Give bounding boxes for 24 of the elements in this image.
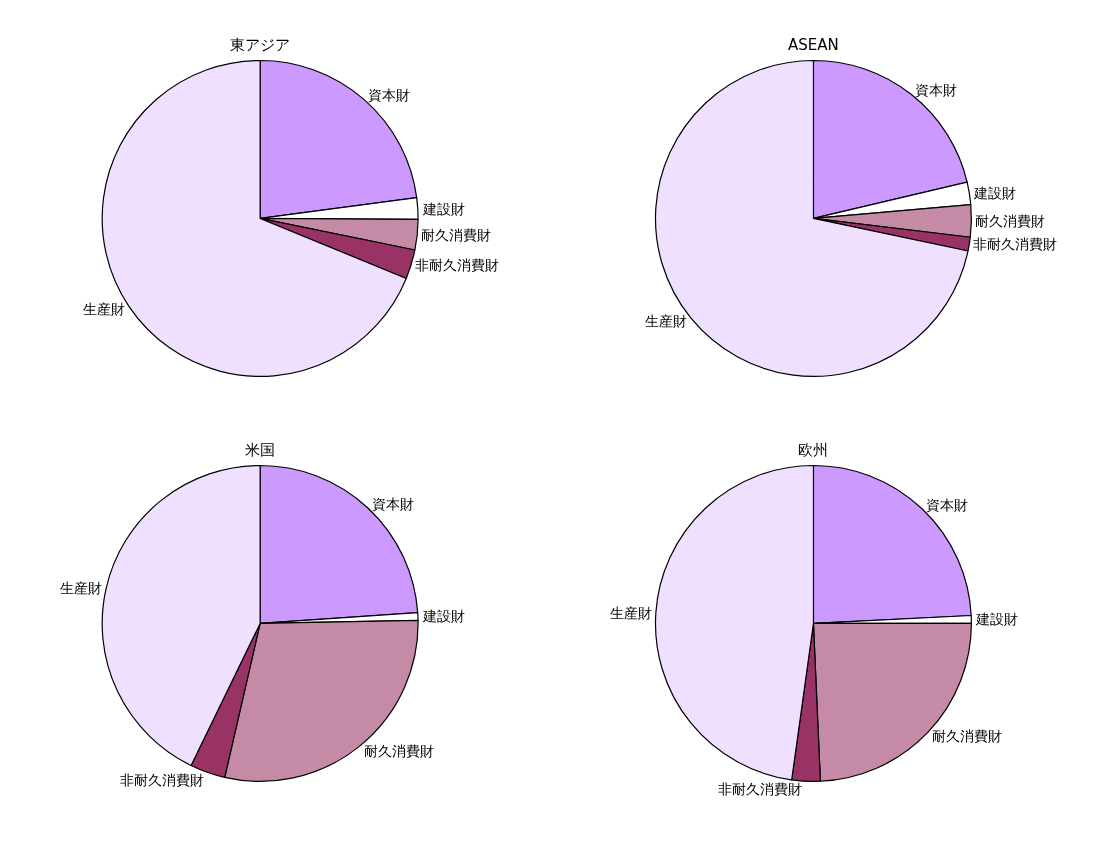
slice-label: 耐久消費財 [421, 226, 492, 243]
slice-label: 生産財 [644, 313, 687, 330]
chart-title: ASEAN [788, 36, 839, 54]
slice-label: 生産財 [82, 300, 125, 317]
slice-label: 生産財 [609, 604, 652, 621]
slice-label: 建設財 [975, 611, 1019, 628]
slice-label: 資本財 [368, 87, 411, 104]
slice-label: 建設財 [421, 200, 465, 217]
chart-title: 欧州 [798, 441, 828, 459]
slice-label: 耐久消費財 [363, 742, 434, 759]
slice-label: 非耐久消費財 [718, 781, 802, 798]
slice-label: 建設財 [973, 185, 1017, 202]
slice-label: 耐久消費財 [975, 212, 1046, 229]
slice-label: 非耐久消費財 [119, 771, 204, 788]
slice-label: 資本財 [915, 81, 958, 98]
slice-label: 非耐久消費財 [973, 236, 1058, 253]
slice-label: 非耐久消費財 [415, 257, 500, 274]
chart-title: 東アジア [230, 36, 290, 54]
slice-label: 生産財 [60, 579, 103, 596]
slice-label: 建設財 [421, 608, 465, 625]
slice-label: 資本財 [926, 496, 969, 513]
slice-label: 耐久消費財 [931, 728, 1002, 745]
slice-label: 資本財 [371, 495, 414, 512]
chart-title: 米国 [245, 441, 275, 459]
